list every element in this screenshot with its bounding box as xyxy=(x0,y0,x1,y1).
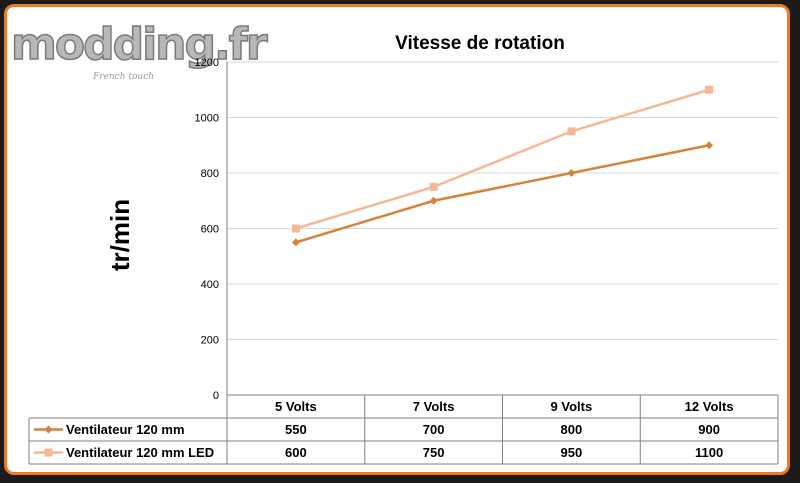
data-point xyxy=(705,85,714,94)
series-2 xyxy=(291,85,714,233)
chart: modding.fr French touch Vitesse de rotat… xyxy=(10,18,779,465)
data-point xyxy=(429,182,438,191)
chart-title: Vitesse de rotation xyxy=(395,33,565,54)
logo-text: modding.fr xyxy=(11,19,268,70)
category-label: 9 Volts xyxy=(551,399,593,414)
y-tick-label: 1000 xyxy=(195,113,219,125)
legend-key xyxy=(34,425,63,434)
legend-key xyxy=(34,448,63,457)
data-label: 700 xyxy=(423,422,445,437)
logo-tagline: French touch xyxy=(92,72,154,82)
y-tick-label: 0 xyxy=(213,390,219,402)
data-point xyxy=(567,169,576,177)
logo: modding.fr French touch xyxy=(10,18,270,82)
data-table: 5 Volts 7 Volts 9 Volts 12 Volts Ventilateur… xyxy=(28,394,779,465)
category-label: 5 Volts xyxy=(275,399,317,414)
legend-label: Ventilateur 120 mm xyxy=(66,422,185,437)
data-label: 900 xyxy=(698,422,720,437)
data-point xyxy=(44,448,53,457)
series-1 xyxy=(291,141,714,247)
chart-frame: modding.fr French touch Vitesse de rotat… xyxy=(4,4,790,475)
data-point xyxy=(705,141,714,150)
category-label: 12 Volts xyxy=(685,399,734,414)
series-line xyxy=(295,88,710,230)
data-point xyxy=(291,238,300,247)
category-label: 7 Volts xyxy=(413,399,455,414)
series-line xyxy=(295,144,710,244)
y-tick-label: 1200 xyxy=(195,57,219,69)
data-label: 600 xyxy=(285,445,307,460)
y-axis-label: tr/min xyxy=(105,199,135,271)
data-label: 800 xyxy=(561,422,583,437)
data-point xyxy=(291,224,300,233)
data-label: 550 xyxy=(285,422,307,437)
y-tick-labels: 0 200 400 600 800 1000 1200 xyxy=(195,57,219,402)
y-tick-label: 600 xyxy=(201,224,219,236)
data-point xyxy=(567,127,576,136)
legend-label: Ventilateur 120 mm LED xyxy=(66,445,214,460)
data-label: 750 xyxy=(423,445,445,460)
gridlines xyxy=(226,61,778,396)
y-tick-label: 400 xyxy=(201,279,219,291)
data-label: 1100 xyxy=(695,445,723,460)
data-point xyxy=(44,425,53,434)
y-tick-label: 200 xyxy=(201,335,219,347)
data-label: 950 xyxy=(561,445,583,460)
data-point xyxy=(429,196,438,205)
y-tick-label: 800 xyxy=(201,168,219,180)
series-lines xyxy=(291,85,714,247)
